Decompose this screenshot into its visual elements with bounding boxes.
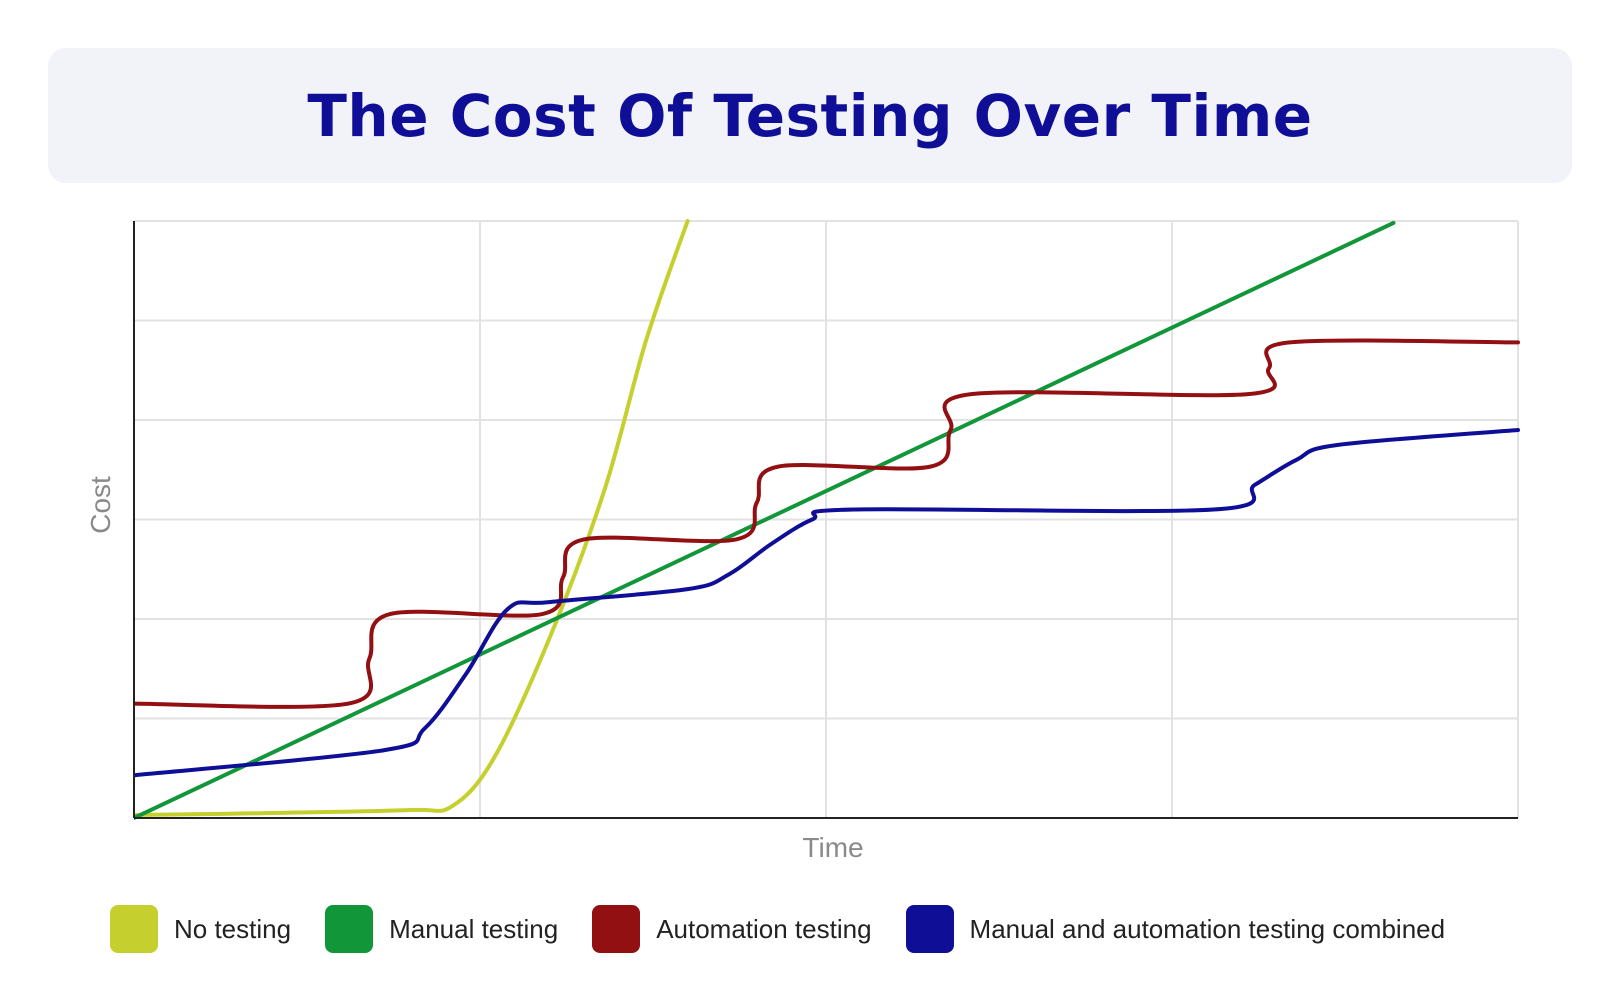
legend-swatch	[905, 905, 954, 953]
legend-item-automation-testing: Automation testing	[592, 905, 872, 953]
series-line-automation-testing	[134, 338, 1520, 709]
grid	[134, 220, 1519, 818]
legend: No testing Manual testing Automation testi…	[110, 904, 1530, 954]
legend-swatch	[325, 905, 374, 953]
legend-swatch	[110, 905, 158, 953]
legend-item-manual-and-automation-testing-combined: Manual and automation testing combined	[905, 905, 1446, 953]
title-banner: The Cost Of Testing Over Time	[48, 48, 1572, 183]
legend-label: Automation testing	[656, 913, 872, 944]
series-line-manual-and-automation-testing-combined	[134, 427, 1520, 778]
series-line-manual-testing	[134, 220, 1396, 820]
y-axis-label: Cost	[85, 476, 116, 534]
legend-label: Manual and automation testing combined	[969, 913, 1446, 944]
series-line-no-testing	[134, 219, 690, 818]
legend-swatch	[592, 905, 641, 953]
legend-item-no-testing: No testing	[110, 905, 291, 953]
series-layer	[134, 219, 1520, 820]
legend-item-manual-testing: Manual testing	[325, 905, 558, 953]
chart-title: The Cost Of Testing Over Time	[307, 81, 1313, 150]
legend-label: Manual testing	[389, 913, 559, 944]
x-axis-label: Time	[802, 832, 863, 863]
axes	[133, 221, 1518, 819]
legend-label: No testing	[174, 913, 292, 944]
